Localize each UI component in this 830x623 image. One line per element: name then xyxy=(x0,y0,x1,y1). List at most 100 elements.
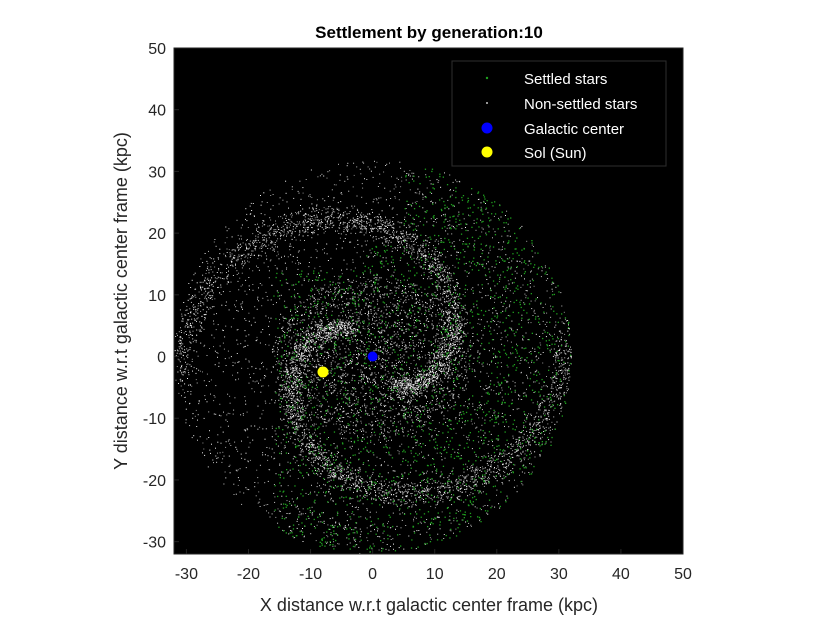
non-settled-star xyxy=(332,349,334,351)
non-settled-star xyxy=(448,360,450,361)
non-settled-star xyxy=(563,391,565,393)
non-settled-star xyxy=(344,348,346,350)
non-settled-star xyxy=(438,264,440,266)
non-settled-star xyxy=(414,389,416,391)
non-settled-star xyxy=(352,226,354,228)
non-settled-star xyxy=(358,211,360,213)
non-settled-star xyxy=(312,465,314,467)
non-settled-star xyxy=(440,471,442,473)
non-settled-star xyxy=(327,291,329,293)
non-settled-star xyxy=(357,320,359,322)
non-settled-star xyxy=(288,513,290,515)
non-settled-star xyxy=(321,313,323,315)
non-settled-star xyxy=(200,325,201,327)
non-settled-star xyxy=(330,288,331,290)
non-settled-star xyxy=(497,256,499,258)
non-settled-star xyxy=(206,373,208,375)
non-settled-star xyxy=(454,401,456,403)
non-settled-star xyxy=(256,265,257,267)
non-settled-star xyxy=(296,423,297,425)
non-settled-star xyxy=(314,454,315,456)
non-settled-star xyxy=(358,354,360,356)
non-settled-star xyxy=(431,471,433,473)
non-settled-star xyxy=(370,485,372,487)
non-settled-star xyxy=(350,287,352,289)
non-settled-star xyxy=(320,521,322,523)
non-settled-star xyxy=(436,381,438,383)
non-settled-star xyxy=(355,232,357,234)
non-settled-star xyxy=(488,350,490,352)
non-settled-star xyxy=(253,317,255,319)
non-settled-star xyxy=(331,189,333,191)
non-settled-star xyxy=(304,213,306,215)
non-settled-star xyxy=(395,287,397,289)
non-settled-star xyxy=(265,344,267,346)
non-settled-star xyxy=(441,304,443,306)
non-settled-star xyxy=(422,255,424,257)
non-settled-star xyxy=(440,297,442,299)
non-settled-star xyxy=(190,391,192,392)
non-settled-star xyxy=(452,334,454,336)
non-settled-star xyxy=(399,405,400,406)
non-settled-star xyxy=(269,321,270,323)
non-settled-star xyxy=(333,459,335,461)
non-settled-star xyxy=(304,365,306,367)
non-settled-star xyxy=(225,301,227,303)
non-settled-star xyxy=(402,301,404,303)
non-settled-star xyxy=(330,306,332,308)
non-settled-star xyxy=(459,322,461,324)
non-settled-star xyxy=(196,282,198,284)
non-settled-star xyxy=(241,457,243,459)
non-settled-star xyxy=(300,344,302,346)
non-settled-star xyxy=(507,340,509,342)
non-settled-star xyxy=(449,419,451,421)
non-settled-star xyxy=(369,295,370,297)
non-settled-star xyxy=(379,458,381,460)
non-settled-star xyxy=(225,477,227,479)
non-settled-star xyxy=(383,297,385,299)
non-settled-star xyxy=(402,431,404,433)
non-settled-star xyxy=(378,536,380,537)
non-settled-star xyxy=(308,388,310,390)
non-settled-star xyxy=(543,400,544,402)
non-settled-star xyxy=(191,279,193,281)
non-settled-star xyxy=(401,291,403,292)
non-settled-star xyxy=(318,328,320,330)
non-settled-star xyxy=(328,373,329,375)
non-settled-star xyxy=(538,407,540,409)
non-settled-star xyxy=(435,404,437,405)
non-settled-star xyxy=(412,421,414,423)
non-settled-star xyxy=(261,385,263,387)
non-settled-star xyxy=(448,311,450,313)
non-settled-star xyxy=(327,536,329,538)
non-settled-star xyxy=(450,284,452,286)
non-settled-star xyxy=(323,326,325,328)
non-settled-star xyxy=(326,358,328,360)
non-settled-star xyxy=(196,329,198,331)
non-settled-star xyxy=(374,323,376,325)
non-settled-star xyxy=(329,470,331,472)
non-settled-star xyxy=(375,397,377,399)
non-settled-star xyxy=(297,505,298,507)
non-settled-star xyxy=(365,286,366,288)
non-settled-star xyxy=(413,257,415,259)
non-settled-star xyxy=(387,223,389,225)
non-settled-star xyxy=(311,514,313,516)
non-settled-star xyxy=(352,313,354,315)
non-settled-star xyxy=(402,492,404,494)
non-settled-star xyxy=(345,227,347,229)
non-settled-star xyxy=(397,322,398,324)
non-settled-star xyxy=(511,320,513,322)
non-settled-star xyxy=(338,275,340,277)
non-settled-star xyxy=(461,324,463,326)
non-settled-star xyxy=(343,500,345,502)
non-settled-star xyxy=(237,450,239,452)
non-settled-star xyxy=(363,234,365,236)
non-settled-star xyxy=(198,403,200,405)
non-settled-star xyxy=(511,399,513,401)
non-settled-star xyxy=(545,442,547,444)
non-settled-star xyxy=(418,491,420,493)
non-settled-star xyxy=(283,386,285,388)
non-settled-star xyxy=(311,220,313,221)
non-settled-star xyxy=(451,494,452,496)
